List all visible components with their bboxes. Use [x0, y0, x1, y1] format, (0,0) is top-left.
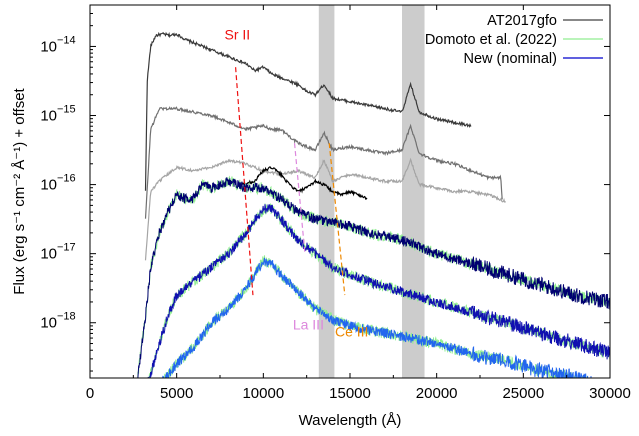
- model-spectrum-line: [147, 204, 610, 378]
- y-tick-label: 10: [40, 177, 57, 194]
- legend-label: Domoto et al. (2022): [425, 32, 557, 48]
- x-tick-label: 25000: [502, 385, 544, 402]
- x-tick-label: 5000: [160, 385, 193, 402]
- telluric-band-layer: [318, 5, 425, 378]
- x-tick-label: 20000: [416, 385, 458, 402]
- annotation-dashed-line: [328, 143, 346, 296]
- annotation-layer: Sr II La III Ce III: [224, 27, 368, 340]
- telluric-band: [318, 5, 335, 378]
- annotation-label: La III: [293, 317, 324, 333]
- y-tick-exponent: −14: [57, 34, 76, 46]
- series-layer: [137, 31, 610, 378]
- x-axis-label: Wavelength (Å): [299, 412, 402, 429]
- annotation-label: Sr II: [224, 27, 250, 43]
- y-tick-label: 10: [40, 38, 57, 55]
- x-tick-label: 0: [86, 385, 94, 402]
- observed-spectrum-line: [144, 31, 472, 191]
- y-tick-label: 10: [40, 246, 57, 263]
- model-spectrum-line: [137, 177, 610, 378]
- observed-spectrum-line: [241, 166, 368, 200]
- annotation-dashed-line: [293, 143, 306, 254]
- observed-spectrum-line: [144, 106, 503, 219]
- axis-ticks: 0 5000 10000 15000 20000 25000 3000010−1810−17…: [40, 5, 631, 402]
- y-tick-label: 10: [40, 108, 57, 125]
- telluric-band: [402, 5, 425, 378]
- annotation-label: Ce III: [335, 324, 368, 340]
- y-tick-exponent: −18: [57, 311, 76, 323]
- y-tick-exponent: −15: [57, 104, 76, 116]
- x-tick-label: 15000: [329, 385, 371, 402]
- y-tick-exponent: −17: [57, 242, 76, 254]
- legend: AT2017gfo Domoto et al. (2022) New (nomina…: [425, 13, 603, 67]
- x-tick-label: 30000: [589, 385, 631, 402]
- y-axis-label: Flux (erg s⁻¹ cm⁻² Å⁻¹) + offset: [11, 87, 28, 294]
- legend-label: New (nominal): [464, 51, 557, 67]
- annotation-dashed-line: [235, 67, 254, 296]
- model-spectrum-line: [160, 257, 594, 378]
- x-tick-label: 10000: [242, 385, 284, 402]
- y-tick-label: 10: [40, 315, 57, 332]
- observed-spectrum-line: [144, 157, 506, 261]
- y-tick-exponent: −16: [57, 173, 76, 185]
- legend-label: AT2017gfo: [487, 13, 557, 29]
